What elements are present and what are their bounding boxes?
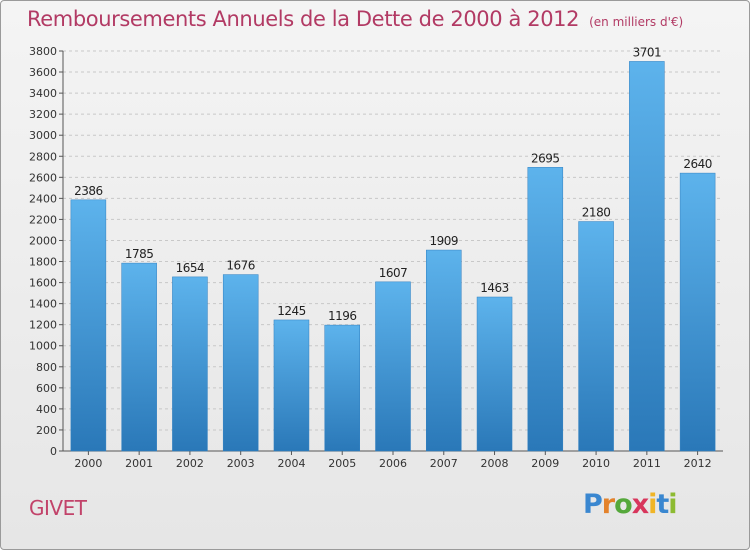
bar-2005 [324,324,360,452]
y-tick-label: 3200 [29,108,57,121]
y-tick-label: 3600 [29,66,57,79]
bar-2012 [679,172,716,452]
data-label-2007: 1909 [429,234,458,248]
data-label-2009: 2695 [531,151,560,165]
data-label-2008: 1463 [480,281,509,295]
data-labels: 2386 1785 1654 1676 1245 1196 1607 1909 1463 2695… [74,45,712,323]
y-tick-label: 2400 [29,192,57,205]
y-tick-label: 1200 [29,319,57,332]
x-tick-label-2009: 2009 [531,457,559,470]
y-tick-label: 400 [36,403,57,416]
data-label-2012: 2640 [683,157,712,171]
y-tick-label: 1600 [29,277,57,290]
data-label-2006: 1607 [379,266,408,280]
data-label-2005: 1196 [328,309,357,323]
x-tick-label-2011: 2011 [633,457,661,470]
y-tick-label: 1800 [29,256,57,269]
chart-title: Remboursements Annuels de la Dette de 20… [27,7,683,31]
bar-2008 [476,296,513,452]
x-tick-label-2010: 2010 [582,457,610,470]
bar-2001 [121,262,157,452]
x-tick-label-2012: 2012 [684,457,712,470]
proxiti-logo: Proxiti [583,489,678,520]
bar-2009 [527,167,564,452]
data-label-2002: 1654 [176,261,205,275]
title-text: Remboursements Annuels de la Dette de 20… [27,7,580,31]
data-label-2001: 1785 [125,247,154,261]
y-tick-label: 1000 [29,340,57,353]
y-tick-label: 200 [36,424,57,437]
y-tick-label: 3000 [29,129,57,142]
x-tick-label-2000: 2000 [74,457,102,470]
data-label-2003: 1676 [226,259,255,273]
x-tick-label-2007: 2007 [430,457,458,470]
bar-2007 [426,249,462,452]
bar-2003 [222,274,259,452]
x-tick-label-2002: 2002 [176,457,204,470]
bar-2011 [629,61,665,452]
y-tick-label: 2000 [29,234,57,247]
y-tick-label: 3800 [29,45,57,58]
bars [70,61,716,452]
tick-labels: 0 200 400 600 800 1000 1200 1400 1600 1800 2000 220… [29,45,712,470]
x-tick-label-2003: 2003 [227,457,255,470]
x-tick-label-2001: 2001 [125,457,153,470]
x-tick-label-2004: 2004 [277,457,305,470]
data-label-2010: 2180 [582,206,611,220]
bar-2000 [70,199,107,452]
data-label-2011: 3701 [633,45,662,59]
unit-label: (en milliers d'€) [589,15,684,29]
y-tick-label: 3400 [29,87,57,100]
y-tick-label: 800 [36,361,57,374]
bar-2004 [273,319,310,452]
y-tick-label: 2800 [29,150,57,163]
y-tick-label: 1400 [29,298,57,311]
x-tick-label-2008: 2008 [481,457,509,470]
commune-name: GIVET [29,496,87,520]
bar-2002 [172,276,208,452]
bar-2010 [578,221,614,452]
x-tick-label-2005: 2005 [328,457,356,470]
x-tick-label-2006: 2006 [379,457,407,470]
y-tick-label: 0 [50,445,57,458]
data-label-2004: 1245 [277,304,306,318]
y-tick-label: 2200 [29,213,57,226]
y-tick-label: 600 [36,382,57,395]
y-tick-label: 2600 [29,171,57,184]
data-label-2000: 2386 [74,184,103,198]
bar-2006 [375,281,411,452]
